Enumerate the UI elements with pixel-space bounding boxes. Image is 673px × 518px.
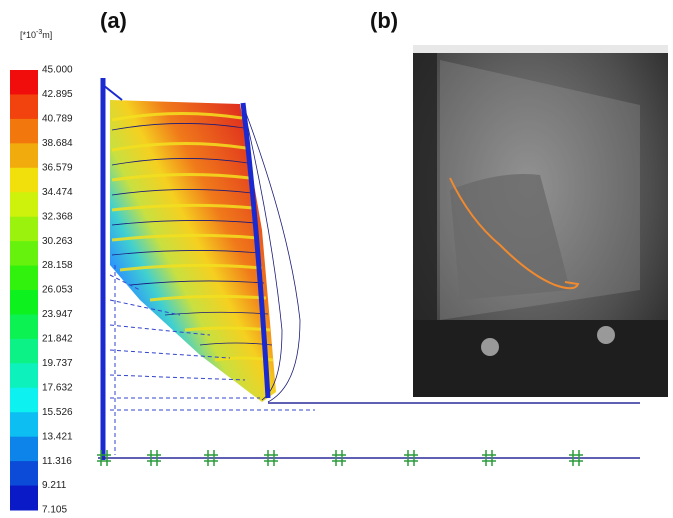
colorbar-label: 38.684 bbox=[42, 138, 73, 149]
colorbar-label: 11.316 bbox=[42, 456, 72, 467]
colorbar-label: 23.947 bbox=[42, 309, 73, 320]
colorbar-label: 40.789 bbox=[42, 114, 73, 125]
colorbar-label: 30.263 bbox=[42, 236, 73, 247]
colorbar-label: 7.105 bbox=[42, 505, 67, 516]
colorbar-band bbox=[10, 314, 38, 340]
colorbar-label: 28.158 bbox=[42, 260, 73, 271]
colorbar-label: 32.368 bbox=[42, 211, 73, 222]
colorbar-label: 9.211 bbox=[42, 480, 67, 491]
photo bbox=[413, 45, 668, 397]
anchors bbox=[97, 450, 583, 466]
colorbar-label: 19.737 bbox=[42, 358, 73, 369]
colorbar-band bbox=[10, 167, 38, 193]
link bbox=[102, 84, 123, 101]
colorbar-band bbox=[10, 118, 38, 144]
panel-label: (a) bbox=[100, 8, 127, 33]
colorbar-band bbox=[10, 94, 38, 120]
colorbar-label: 45.000 bbox=[42, 65, 73, 76]
colorbar-label: 36.579 bbox=[42, 162, 73, 173]
panel-label: (b) bbox=[370, 8, 398, 33]
colorbar-label: 42.895 bbox=[42, 89, 73, 100]
colorbar-band bbox=[10, 143, 38, 169]
colorbar-band bbox=[10, 485, 38, 511]
colorbar-band bbox=[10, 412, 38, 438]
colorbar-band bbox=[10, 363, 38, 389]
photo-frame bbox=[413, 45, 668, 53]
colorbar-band bbox=[10, 290, 38, 315]
colorbar-band bbox=[10, 241, 38, 267]
colorbar-label: 26.053 bbox=[42, 285, 73, 296]
photo-base bbox=[413, 320, 668, 397]
wake-lines bbox=[109, 265, 315, 455]
colorbar-band bbox=[10, 338, 38, 364]
bolt bbox=[597, 326, 615, 344]
colorbar-label: 13.421 bbox=[42, 431, 73, 442]
colorbar-band bbox=[10, 265, 38, 291]
unit-label: [*10-3m] bbox=[20, 29, 52, 40]
bolt bbox=[481, 338, 499, 356]
colorbar-band bbox=[10, 216, 38, 242]
colorbar-label: 34.474 bbox=[42, 187, 73, 198]
colorbar-band bbox=[10, 70, 38, 95]
colorbar-band bbox=[10, 436, 38, 462]
colorbar-label: 21.842 bbox=[42, 334, 73, 345]
simulation bbox=[97, 78, 640, 466]
colorbar-label: 15.526 bbox=[42, 407, 73, 418]
colorbar-band bbox=[10, 192, 38, 218]
colorbar-label: 17.632 bbox=[42, 382, 73, 393]
net bbox=[450, 174, 570, 300]
colorbar-band bbox=[10, 387, 38, 413]
colorbar-band bbox=[10, 461, 38, 487]
right-pole bbox=[240, 102, 271, 399]
trajectory bbox=[449, 177, 580, 290]
colorbar: 45.000 42.895 40.789 38.684 36.579 34.474 32.3… bbox=[10, 65, 73, 516]
mesh-lines bbox=[111, 104, 301, 403]
